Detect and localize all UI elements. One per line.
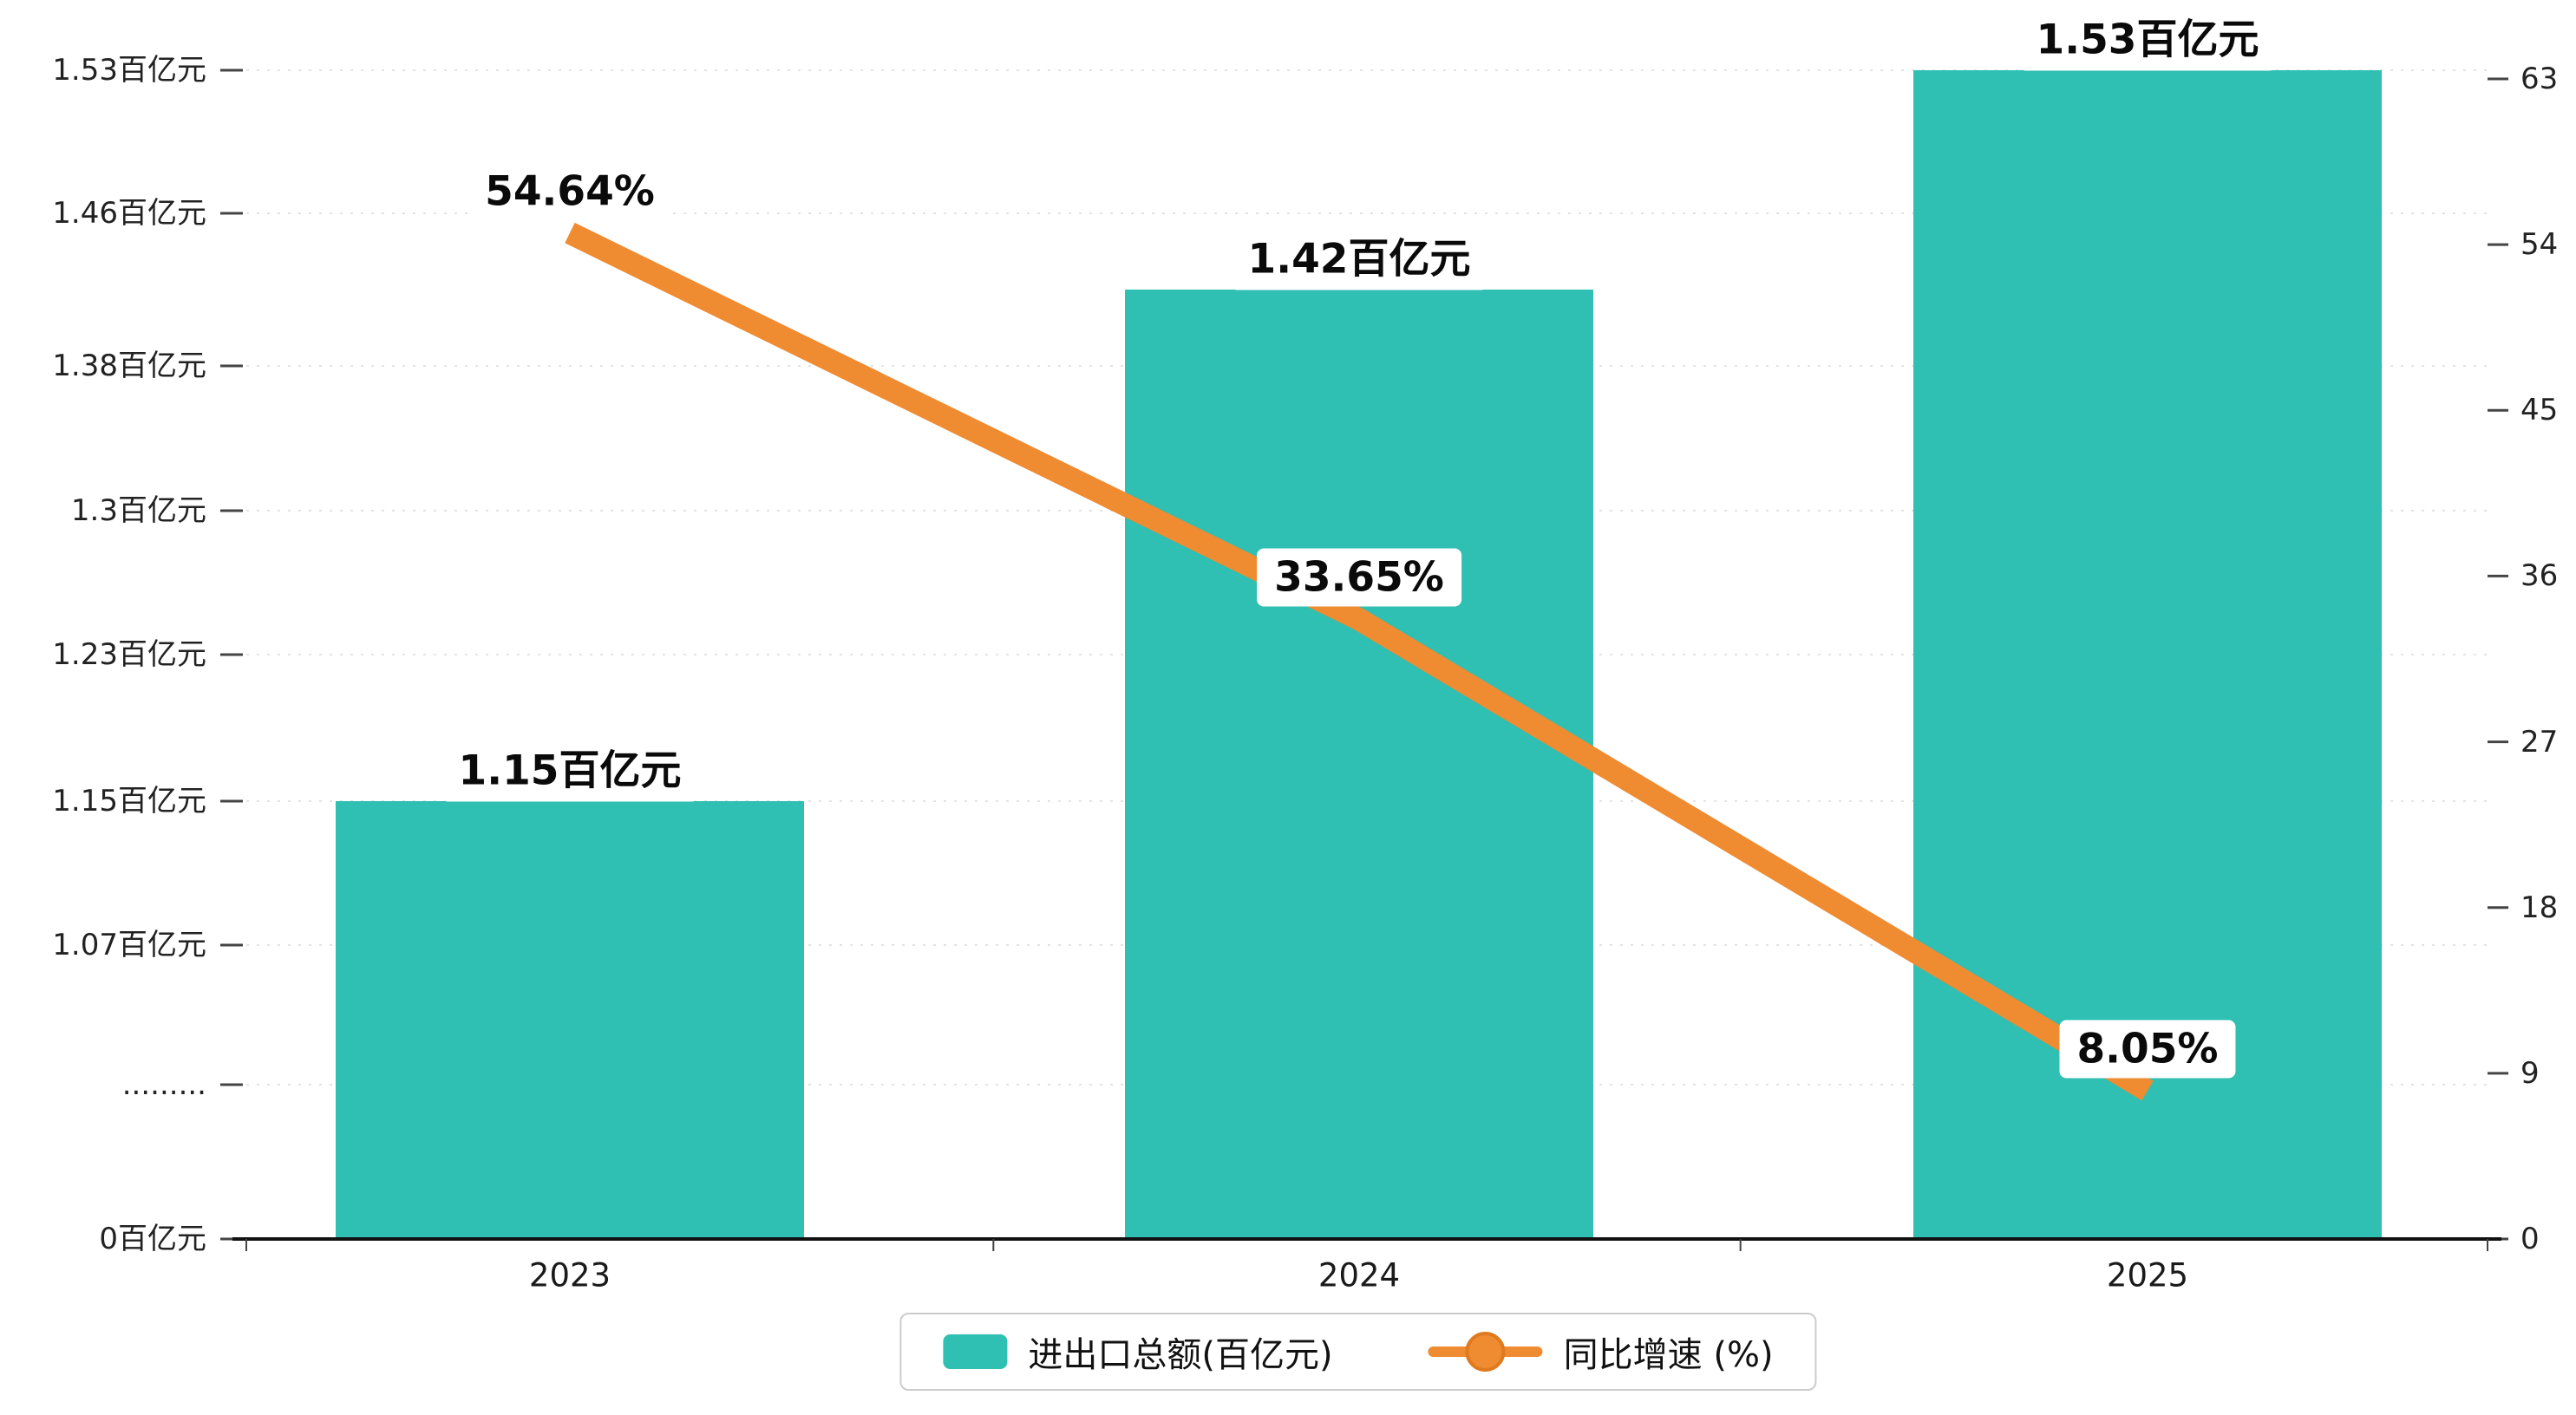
- line-legend-dot-icon: [1465, 1332, 1506, 1372]
- bar-2023: [336, 801, 804, 1239]
- bar-legend-label: 进出口总额(百亿元): [1028, 1335, 1333, 1375]
- legend: 进出口总额(百亿元) 同比增速 (%): [899, 1313, 1817, 1391]
- growth-rate-line: [565, 222, 2154, 1101]
- line-legend-marker-icon: [1428, 1332, 1543, 1372]
- line-legend-label: 同比增速 (%): [1563, 1335, 1774, 1375]
- bar-2024: [1125, 290, 1593, 1239]
- bar-legend-swatch-icon: [943, 1334, 1008, 1369]
- legend-item-line-series[interactable]: 同比增速 (%): [1428, 1327, 1774, 1377]
- legend-item-bar-series[interactable]: 进出口总额(百亿元): [943, 1327, 1333, 1377]
- bar-2025: [1913, 70, 2382, 1239]
